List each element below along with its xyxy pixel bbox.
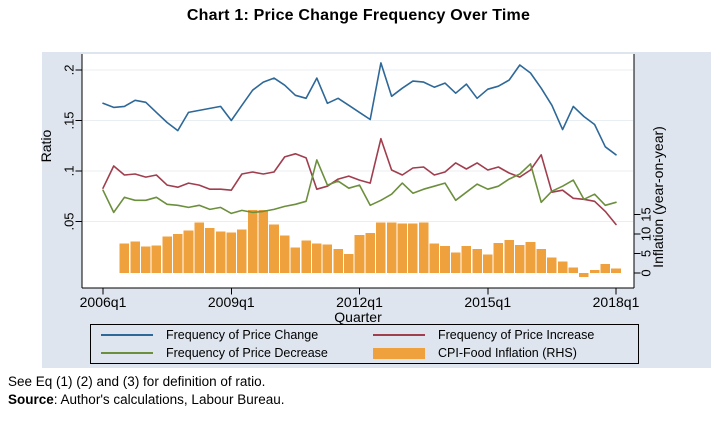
cpi-bar (493, 243, 504, 273)
cpi-bar (568, 267, 579, 273)
cpi-bar (311, 243, 322, 273)
cpi-bar (226, 232, 236, 273)
cpi-bar (397, 223, 407, 273)
cpi-bar (376, 222, 386, 273)
cpi-bar (504, 239, 514, 273)
legend-label-price-change: Frequency of Price Change (166, 328, 319, 342)
legend-line-sample-price-increase (373, 334, 425, 336)
footnote: See Eq (1) (2) and (3) for definition of… (8, 374, 266, 389)
cpi-bar (611, 268, 621, 273)
cpi-bar (140, 246, 151, 273)
cpi-bar (579, 273, 589, 277)
y-left-tick-label: .05 (61, 212, 76, 230)
y-left-tick-label: .1 (61, 166, 76, 177)
cpi-bar (461, 246, 472, 273)
cpi-bar (450, 252, 461, 273)
cpi-bar (183, 230, 194, 273)
cpi-bar (418, 222, 429, 273)
y-left-axis-title: Ratio (38, 129, 54, 162)
legend-item-price-decrease: Frequency of Price Decrease (101, 346, 373, 360)
x-tick-label: 2009q1 (208, 294, 255, 310)
price-change-line (102, 62, 617, 156)
legend-item-price-increase: Frequency of Price Increase (373, 328, 632, 342)
cpi-bar (386, 222, 397, 273)
legend-line-sample-price-change (101, 334, 153, 336)
x-tick-label: 2018q1 (593, 294, 640, 310)
cpi-bar (194, 222, 204, 273)
cpi-bar (547, 257, 557, 273)
cpi-bar (515, 244, 525, 273)
cpi-bar (279, 235, 290, 273)
source-note: Source: Author's calculations, Labour Bu… (8, 392, 285, 407)
cpi-bar (482, 254, 493, 273)
y-right-tick-label: 10 (638, 227, 653, 241)
legend-swatch-cpi-food (373, 347, 425, 359)
y-left-tick-label: .2 (61, 65, 76, 76)
cpi-bar (589, 269, 600, 273)
cpi-bar (247, 210, 258, 273)
cpi-bar (408, 223, 418, 273)
cpi-bar (525, 241, 536, 273)
cpi-bar (322, 244, 333, 273)
cpi-bar (215, 231, 226, 273)
cpi-bar (173, 234, 183, 273)
legend-label-price-decrease: Frequency of Price Decrease (166, 346, 328, 360)
cpi-bar (344, 253, 354, 273)
legend-label-price-increase: Frequency of Price Increase (438, 328, 595, 342)
cpi-bar (290, 247, 301, 273)
legend-item-cpi-food: CPI-Food Inflation (RHS) (373, 346, 632, 360)
legend-line-sample-price-decrease (101, 352, 153, 354)
legend-item-price-change: Frequency of Price Change (101, 328, 373, 342)
cpi-bar (472, 249, 482, 273)
cpi-bar (365, 233, 375, 273)
price-decrease-line (102, 159, 617, 215)
y-right-axis-title: Inflation (year-on-year) (650, 126, 666, 268)
cpi-bar (119, 243, 130, 273)
x-tick-label: 2012q1 (336, 294, 383, 310)
y-right-tick-label: 0 (638, 269, 653, 276)
legend-label-cpi-food: CPI-Food Inflation (RHS) (438, 346, 577, 360)
y-left-tick-label: .15 (61, 111, 76, 129)
cpi-bar (258, 210, 269, 273)
cpi-bar (333, 248, 343, 273)
source-text: : Author's calculations, Labour Bureau. (53, 392, 285, 407)
cpi-bar (600, 264, 611, 273)
cpi-bar (536, 249, 546, 273)
price-increase-line (102, 137, 617, 226)
source-label: Source (8, 392, 54, 407)
x-axis-title: Quarter (334, 309, 382, 325)
cpi-bar (130, 241, 140, 273)
cpi-bar (205, 228, 215, 273)
cpi-bar (237, 229, 247, 273)
chart-title: Chart 1: Price Change Frequency Over Tim… (186, 7, 531, 24)
x-tick-label: 2015q1 (464, 294, 511, 310)
cpi-bar (429, 243, 440, 273)
y-right-tick-label: 5 (638, 250, 653, 257)
legend: Frequency of Price Change Frequency of Pr… (90, 324, 639, 364)
cpi-bar (151, 245, 162, 273)
cpi-bar (162, 236, 172, 273)
x-tick-label: 2006q1 (80, 294, 127, 310)
y-right-tick-label: 15 (638, 207, 653, 221)
cpi-bar (440, 246, 450, 273)
cpi-bar (354, 234, 365, 273)
cpi-bar (301, 240, 311, 273)
cpi-bar (269, 224, 279, 273)
cpi-bar (557, 261, 568, 273)
